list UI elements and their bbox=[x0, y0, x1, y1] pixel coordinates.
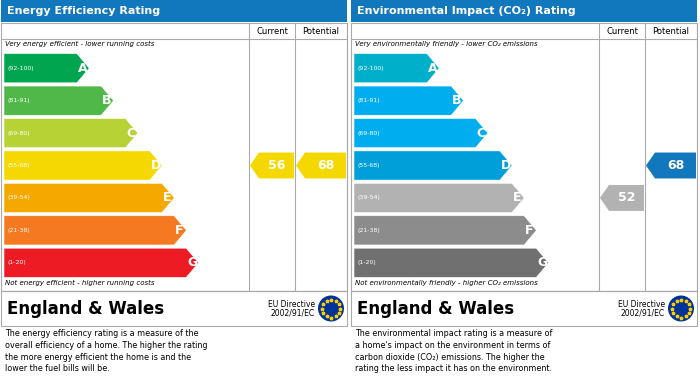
Text: C: C bbox=[477, 127, 486, 140]
Bar bbox=[351, 0, 697, 22]
Text: E: E bbox=[513, 192, 522, 204]
Text: 68: 68 bbox=[667, 159, 684, 172]
Text: 2002/91/EC: 2002/91/EC bbox=[621, 308, 665, 317]
Bar bbox=[351, 23, 697, 291]
Polygon shape bbox=[646, 152, 696, 178]
Text: The energy efficiency rating is a measure of the
overall efficiency of a home. T: The energy efficiency rating is a measur… bbox=[5, 329, 207, 373]
Polygon shape bbox=[4, 54, 89, 83]
Text: Energy Efficiency Rating: Energy Efficiency Rating bbox=[7, 6, 160, 16]
Text: EU Directive: EU Directive bbox=[268, 300, 315, 309]
Text: B: B bbox=[452, 94, 462, 107]
Bar bbox=[351, 291, 697, 326]
Polygon shape bbox=[600, 185, 644, 211]
Text: (39-54): (39-54) bbox=[7, 196, 30, 201]
Bar bbox=[1, 23, 347, 291]
Text: E: E bbox=[163, 192, 172, 204]
Text: (55-68): (55-68) bbox=[357, 163, 379, 168]
Bar bbox=[1, 291, 347, 326]
Text: England & Wales: England & Wales bbox=[357, 300, 514, 317]
Text: A: A bbox=[428, 62, 438, 75]
Text: (21-38): (21-38) bbox=[357, 228, 379, 233]
Text: Environmental Impact (CO₂) Rating: Environmental Impact (CO₂) Rating bbox=[357, 6, 575, 16]
Polygon shape bbox=[354, 151, 512, 180]
Text: (69-80): (69-80) bbox=[357, 131, 379, 136]
Text: C: C bbox=[127, 127, 136, 140]
Text: Potential: Potential bbox=[652, 27, 690, 36]
Polygon shape bbox=[250, 152, 294, 178]
Text: Very energy efficient - lower running costs: Very energy efficient - lower running co… bbox=[5, 41, 155, 47]
Text: D: D bbox=[150, 159, 161, 172]
Text: EU Directive: EU Directive bbox=[618, 300, 665, 309]
Text: Not environmentally friendly - higher CO₂ emissions: Not environmentally friendly - higher CO… bbox=[355, 280, 538, 286]
Polygon shape bbox=[4, 183, 174, 213]
Text: (39-54): (39-54) bbox=[357, 196, 380, 201]
Polygon shape bbox=[4, 86, 113, 115]
Text: F: F bbox=[175, 224, 183, 237]
Text: D: D bbox=[500, 159, 511, 172]
Polygon shape bbox=[4, 248, 199, 277]
Text: 68: 68 bbox=[317, 159, 334, 172]
Bar bbox=[1, 0, 347, 22]
Text: 2002/91/EC: 2002/91/EC bbox=[271, 308, 315, 317]
Circle shape bbox=[318, 296, 344, 321]
Text: Not energy efficient - higher running costs: Not energy efficient - higher running co… bbox=[5, 280, 155, 286]
Text: (81-91): (81-91) bbox=[357, 98, 379, 103]
Text: (81-91): (81-91) bbox=[7, 98, 29, 103]
Circle shape bbox=[668, 296, 694, 321]
Polygon shape bbox=[354, 248, 549, 277]
Text: B: B bbox=[102, 94, 112, 107]
Text: England & Wales: England & Wales bbox=[7, 300, 164, 317]
Text: (1-20): (1-20) bbox=[7, 260, 26, 265]
Polygon shape bbox=[354, 54, 439, 83]
Text: 52: 52 bbox=[617, 192, 636, 204]
Polygon shape bbox=[354, 183, 524, 213]
Polygon shape bbox=[354, 86, 463, 115]
Text: A: A bbox=[78, 62, 88, 75]
Text: F: F bbox=[525, 224, 533, 237]
Polygon shape bbox=[4, 118, 138, 148]
Text: G: G bbox=[188, 256, 197, 269]
Text: (92-100): (92-100) bbox=[357, 66, 384, 71]
Text: Potential: Potential bbox=[302, 27, 340, 36]
Text: (1-20): (1-20) bbox=[357, 260, 376, 265]
Polygon shape bbox=[296, 152, 346, 178]
Text: 56: 56 bbox=[268, 159, 285, 172]
Text: (55-68): (55-68) bbox=[7, 163, 29, 168]
Polygon shape bbox=[4, 151, 162, 180]
Text: (69-80): (69-80) bbox=[7, 131, 29, 136]
Text: The environmental impact rating is a measure of
a home's impact on the environme: The environmental impact rating is a mea… bbox=[355, 329, 552, 373]
Text: Current: Current bbox=[256, 27, 288, 36]
Polygon shape bbox=[354, 216, 536, 245]
Text: (92-100): (92-100) bbox=[7, 66, 34, 71]
Text: Very environmentally friendly - lower CO₂ emissions: Very environmentally friendly - lower CO… bbox=[355, 41, 538, 47]
Text: Current: Current bbox=[606, 27, 638, 36]
Polygon shape bbox=[4, 216, 186, 245]
Text: G: G bbox=[538, 256, 547, 269]
Polygon shape bbox=[354, 118, 488, 148]
Text: (21-38): (21-38) bbox=[7, 228, 29, 233]
